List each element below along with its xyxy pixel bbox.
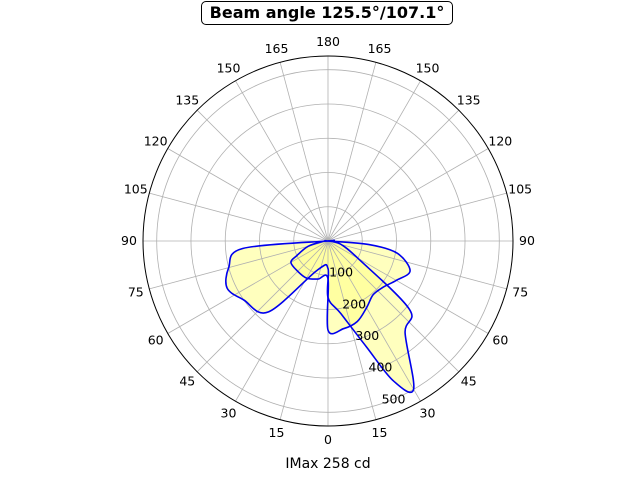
angle-tick-label: 135	[457, 92, 481, 107]
angle-tick-label: 60	[492, 333, 508, 348]
angle-tick-label: 75	[128, 285, 144, 300]
grid-spoke	[235, 240, 329, 402]
radial-tick-label: 300	[355, 328, 379, 343]
grid-spoke	[235, 80, 329, 242]
angle-tick-label: 90	[121, 233, 137, 248]
angle-tick-label: 165	[265, 41, 289, 56]
radial-tick-label: 100	[329, 265, 353, 280]
grid-spoke	[327, 240, 507, 290]
grid-spoke	[327, 240, 377, 420]
outer-circle	[142, 55, 514, 427]
chart-title: Beam angle 125.5°/107.1°	[201, 1, 453, 25]
grid-spoke	[327, 240, 460, 373]
angle-tick-label: 30	[221, 405, 237, 420]
curve-fills	[225, 240, 414, 393]
grid-spoke	[149, 240, 329, 290]
angle-tick-label: 45	[461, 374, 477, 389]
angle-tick-label: 45	[179, 374, 195, 389]
radial-tick-label: 400	[369, 360, 393, 375]
grid-spoke	[196, 240, 329, 373]
grid-spoke	[327, 240, 421, 402]
grid-spoke	[149, 192, 329, 242]
angle-tick-label: 90	[519, 233, 535, 248]
grid-spoke	[327, 148, 489, 242]
radial-tick-label: 500	[382, 391, 406, 406]
angle-tick-label: 60	[148, 333, 164, 348]
grid-spoke	[327, 192, 507, 242]
curves	[225, 239, 415, 394]
grid-spoke	[327, 240, 489, 334]
angle-tick-label: 0	[324, 432, 332, 447]
angle-tick-label: 75	[512, 285, 528, 300]
grid-spoke	[327, 109, 460, 242]
curve-fill-1	[225, 240, 414, 393]
angle-tick-label: 105	[124, 181, 148, 196]
grid-spoke	[327, 62, 377, 242]
angle-tick-label: 165	[368, 41, 392, 56]
angle-tick-label: 150	[416, 61, 440, 76]
grid-spoke	[196, 109, 329, 242]
angle-tick-label: 150	[217, 61, 241, 76]
x-axis-label: IMax 258 cd	[285, 456, 371, 472]
angle-tick-label: 135	[175, 92, 199, 107]
grid-spoke	[167, 148, 329, 242]
grid-spoke	[167, 240, 329, 334]
radial-tick-label: 200	[342, 296, 366, 311]
grid-spoke	[327, 80, 421, 242]
grid-spoke	[279, 62, 329, 242]
polar-grid	[142, 55, 514, 427]
angle-tick-label: 105	[508, 181, 532, 196]
angle-tick-label: 30	[420, 405, 436, 420]
curve-line-0	[290, 239, 411, 335]
angle-tick-label: 120	[144, 134, 168, 149]
angle-tick-label: 15	[269, 425, 285, 440]
curve-line-1	[225, 239, 415, 394]
tick-labels: 0 15 30 45 60 75 90 105 120 135 150 165 180 165 150 135…	[121, 34, 535, 447]
angle-tick-label: 180	[316, 34, 340, 49]
grid-spoke	[279, 240, 329, 420]
angle-tick-label: 15	[372, 425, 388, 440]
angle-tick-label: 120	[488, 134, 512, 149]
